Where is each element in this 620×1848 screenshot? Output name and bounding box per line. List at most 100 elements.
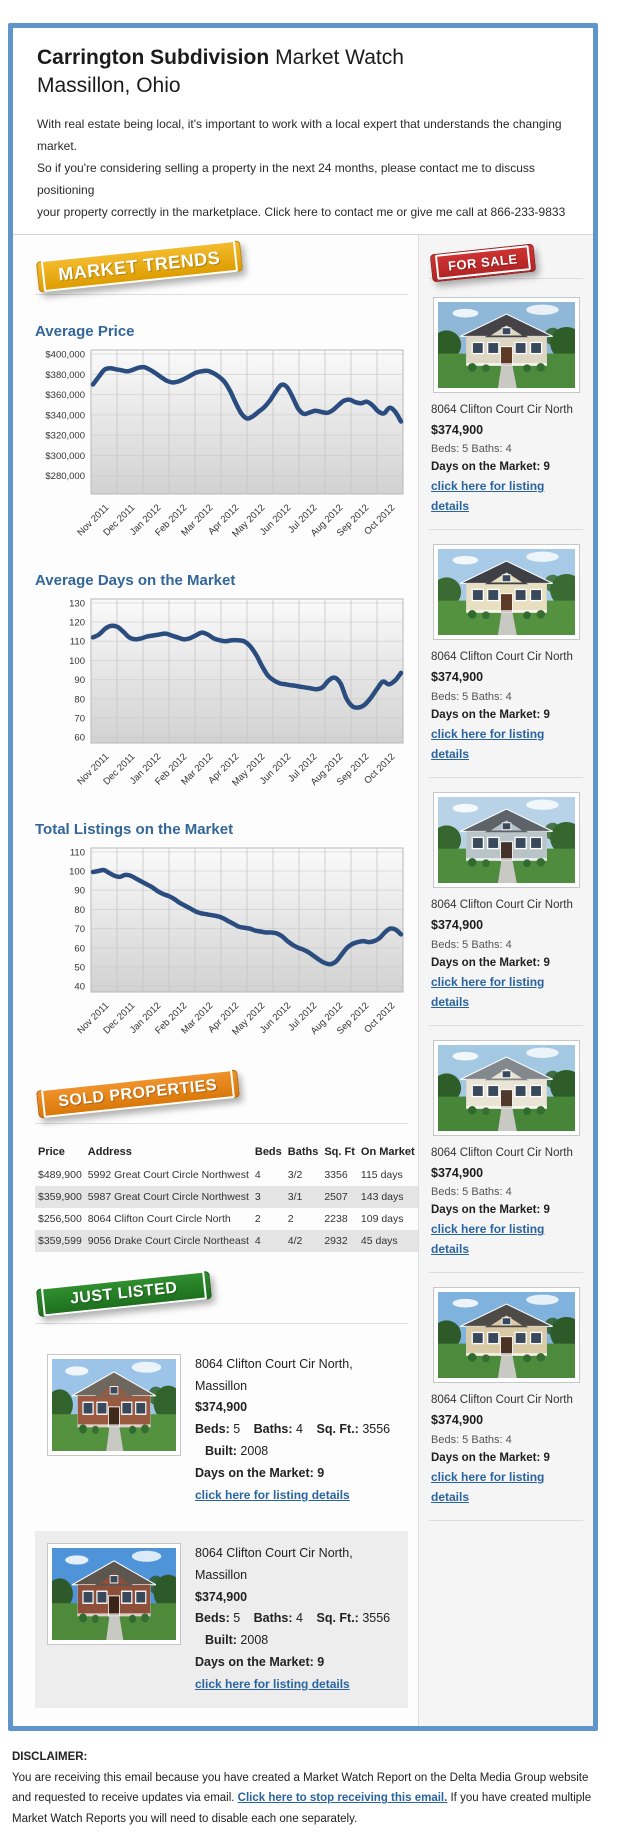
property-photo[interactable] [432, 1287, 580, 1384]
cell-on-market: 109 days [360, 1212, 404, 1225]
listing-details-link[interactable]: click here for listing details [431, 1222, 545, 1257]
col-sqft: Sq. Ft [324, 1145, 355, 1158]
cell-beds: 2 [254, 1212, 261, 1225]
listing-days-on-market: Days on the Market: 9 [431, 461, 550, 474]
main-column: MARKET TRENDS Average Price $400,000 $380… [13, 234, 478, 1726]
svg-text:110: 110 [70, 636, 85, 647]
just-listed-list: 8064 Clifton Court Cir North, Massillon … [35, 1342, 408, 1708]
listing-details-link[interactable]: click here for listing details [431, 974, 545, 1009]
listing-days-on-market: Days on the Market: 9 [195, 1655, 325, 1670]
svg-text:$340,000: $340,000 [45, 410, 85, 421]
cell-address: 9056 Drake Court Circle Northeast [87, 1234, 249, 1247]
col-baths: Baths [287, 1145, 319, 1158]
for-sale-listing: 8064 Clifton Court Cir North $374,900 Be… [429, 289, 583, 531]
property-photo[interactable] [47, 1542, 181, 1645]
sidebar-column: FOR SALE [418, 234, 593, 1726]
intro-line: your property correctly in the marketpla… [37, 205, 566, 220]
table-row: $359,900 5987 Great Court Circle Northwe… [35, 1185, 478, 1208]
col-beds: Beds [254, 1145, 282, 1158]
market-trends-badge-row: MARKET TRENDS [35, 239, 408, 309]
house-illustration [52, 1547, 176, 1640]
listing-address: 8064 Clifton Court Cir North [431, 898, 573, 911]
svg-text:60: 60 [74, 732, 85, 743]
cell-sqft: 2507 [324, 1190, 348, 1203]
listing-days-on-market: Days on the Market: 9 [195, 1466, 325, 1480]
page-subtitle: Massillon, Ohio [37, 74, 181, 98]
listing-price: $374,900 [431, 670, 484, 685]
cell-price: $359,900 [38, 1190, 82, 1203]
listing-days-on-market: Days on the Market: 9 [431, 1451, 550, 1464]
listing-beds-baths: Beds: 5 Baths: 4 [431, 1186, 512, 1199]
listing-days-on-market: Days on the Market: 9 [431, 956, 550, 969]
svg-text:130: 130 [69, 598, 85, 609]
report-type: Market Watch [275, 46, 404, 69]
house-illustration [437, 796, 575, 883]
cell-price: $256,500 [38, 1212, 82, 1225]
listing-address: 8064 Clifton Court Cir North, Massillon [195, 1545, 353, 1582]
listing-address: 8064 Clifton Court Cir North [431, 1394, 573, 1407]
listing-price: $374,900 [431, 917, 484, 932]
cell-price: $359,599 [38, 1234, 82, 1247]
svg-text:$300,000: $300,000 [45, 451, 85, 462]
house-illustration [437, 1292, 575, 1379]
svg-text:$400,000: $400,000 [45, 349, 85, 360]
svg-text:80: 80 [74, 905, 85, 916]
cell-address: 5987 Great Court Circle Northwest [87, 1190, 249, 1203]
unsubscribe-link[interactable]: Click here to stop receiving this email. [237, 1792, 448, 1805]
property-photo[interactable] [432, 791, 580, 888]
cell-baths: 2 [287, 1212, 294, 1225]
listing-price: $374,900 [431, 422, 484, 437]
svg-text:60: 60 [74, 943, 85, 954]
listing-price: $374,900 [431, 1165, 484, 1180]
house-illustration [437, 1044, 575, 1131]
disclaimer: DISCLAIMER: You are receiving this email… [0, 1731, 620, 1848]
table-row: $359,599 9056 Drake Court Circle Northea… [35, 1229, 478, 1252]
svg-text:$320,000: $320,000 [45, 430, 85, 441]
listing-beds-baths: Beds: 5 Baths: 4 [431, 938, 512, 951]
market-trends-badge: MARKET TRENDS [35, 239, 243, 293]
listing-days-on-market: Days on the Market: 9 [431, 709, 550, 721]
subdivision-name: Carrington Subdivision [37, 46, 270, 69]
for-sale-listing: 8064 Clifton Court Cir North $374,900 Be… [429, 536, 583, 778]
listing-beds-baths: Beds: 5 Baths: 4 [431, 690, 512, 703]
table-row: $256,500 8064 Clifton Court Circle North… [35, 1208, 478, 1230]
listing-details-link[interactable]: click here for listing details [431, 726, 545, 761]
newsletter-page: Carrington Subdivision Market Watch Massi… [0, 23, 620, 1848]
listing-price: $374,900 [195, 1400, 248, 1415]
property-photo[interactable] [432, 1039, 580, 1136]
average-price-chart: $400,000 $380,000 $360,000 $340,000 $320,000… [45, 349, 404, 539]
listing-details-link[interactable]: click here for listing details [195, 1487, 350, 1502]
listing-beds-baths: Beds: 5 Baths: 4 [431, 1433, 512, 1446]
property-photo[interactable] [432, 296, 580, 393]
table-row: $489,900 5992 Great Court Circle Northwe… [35, 1164, 478, 1186]
for-sale-badge: FOR SALE [429, 243, 536, 282]
col-address: Address [87, 1145, 132, 1158]
just-listed-item: 8064 Clifton Court Cir North, Massillon … [35, 1342, 408, 1519]
listing-details-link[interactable]: click here for listing details [431, 1469, 545, 1504]
col-price: Price [38, 1145, 65, 1158]
listing-details-link[interactable]: click here for listing details [431, 479, 545, 514]
cell-baths: 3/2 [287, 1168, 303, 1181]
svg-text:50: 50 [74, 962, 85, 973]
disclaimer-heading: DISCLAIMER: [12, 1750, 88, 1763]
col-on-market: On Market [360, 1145, 415, 1158]
cell-on-market: 115 days [360, 1168, 403, 1181]
cell-sqft: 2932 [324, 1234, 348, 1247]
property-photo[interactable] [47, 1353, 181, 1456]
listing-address: 8064 Clifton Court Cir North [431, 403, 573, 416]
content: MARKET TRENDS Average Price $400,000 $380… [13, 233, 593, 1726]
house-illustration [437, 549, 575, 636]
property-photo[interactable] [432, 544, 580, 641]
cell-sqft: 3356 [324, 1168, 348, 1181]
cell-beds: 4 [254, 1168, 261, 1181]
sold-properties-badge-row: SOLD PROPERTIES [35, 1068, 408, 1138]
average-days-title: Average Days on the Market [35, 571, 236, 589]
listing-details-link[interactable]: click here for listing details [195, 1677, 350, 1691]
cell-on-market: 45 days [360, 1234, 398, 1247]
for-sale-listing: 8064 Clifton Court Cir North $374,900 Be… [429, 784, 583, 1026]
for-sale-badge-row: FOR SALE [429, 243, 583, 289]
just-listed-badge: JUST LISTED [36, 1270, 212, 1317]
svg-text:70: 70 [74, 713, 85, 724]
